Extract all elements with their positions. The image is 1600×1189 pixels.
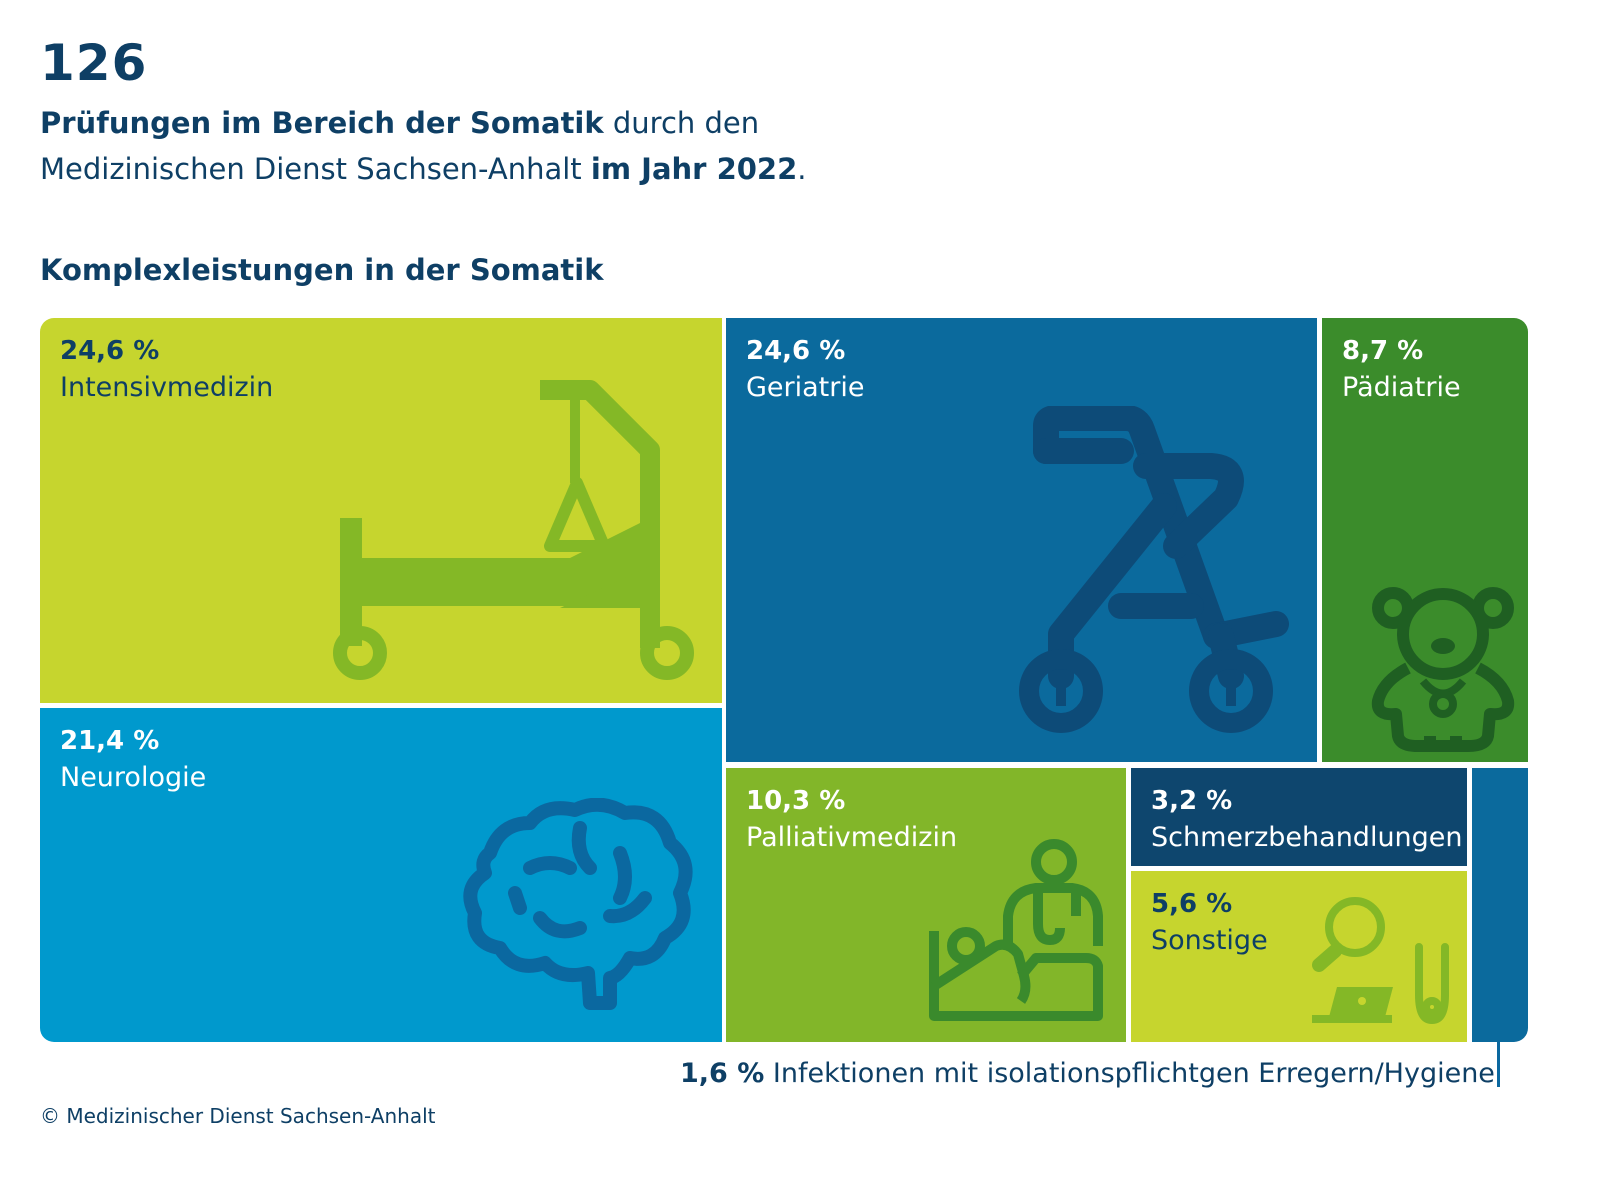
brain-icon: [460, 798, 700, 1028]
headline-part: durch den: [603, 106, 760, 140]
treemap-chart: 24,6 % Intensivmedizin 24,6 % Geriatri: [40, 318, 1528, 1042]
rollator-icon: [1016, 406, 1296, 746]
tile-neurologie: 21,4 % Neurologie: [40, 708, 722, 1042]
headline-year: im Jahr 2022: [590, 152, 798, 186]
callout-percentage: 1,6 %: [680, 1058, 765, 1089]
tile-label: Neurologie: [60, 762, 207, 793]
headline-number: 126: [40, 34, 148, 92]
tile-label: Sonstige: [1151, 925, 1268, 956]
callout-label: Infektionen mit isolationspflichtgen Err…: [772, 1058, 1495, 1089]
teddy-bear-icon: [1368, 586, 1518, 752]
tile-label: Schmerzbehandlungen: [1151, 822, 1463, 853]
tile-percentage: 5,6 %: [1151, 889, 1233, 919]
headline-text: Prüfungen im Bereich der Somatik durch d…: [40, 100, 1140, 192]
tile-label: Intensivmedizin: [60, 372, 274, 403]
chart-title: Komplexleistungen in der Somatik: [40, 253, 604, 287]
tile-infektionen: [1472, 768, 1528, 1042]
tile-percentage: 21,4 %: [60, 726, 160, 756]
magnifier-laptop-stethoscope-icon: [1307, 895, 1457, 1035]
tile-label: Pädiatrie: [1342, 372, 1461, 403]
tile-percentage: 3,2 %: [1151, 786, 1233, 816]
tile-label: Palliativmedizin: [746, 822, 958, 853]
doctor-patient-icon: [926, 836, 1116, 1026]
infektionen-callout: 1,6 % Infektionen mit isolationspflichtg…: [680, 1058, 1495, 1089]
headline-part: .: [797, 152, 807, 186]
tile-sonstige: 5,6 % Sonstige: [1131, 871, 1467, 1042]
copyright-notice: © Medizinischer Dienst Sachsen-Anhalt: [40, 1104, 436, 1128]
tile-paediatrie: 8,7 % Pädiatrie: [1322, 318, 1528, 762]
tile-geriatrie: 24,6 % Geriatrie: [726, 318, 1317, 762]
tile-percentage: 10,3 %: [746, 786, 846, 816]
tile-percentage: 8,7 %: [1342, 336, 1424, 366]
tile-percentage: 24,6 %: [60, 336, 160, 366]
tile-percentage: 24,6 %: [746, 336, 846, 366]
headline-bold-part: Prüfungen im Bereich der Somatik: [40, 106, 604, 140]
callout-leader-line: [1497, 1042, 1500, 1087]
tile-label: Geriatrie: [746, 372, 865, 403]
headline-part: Medizinischen Dienst Sachsen-Anhalt: [40, 152, 591, 186]
tile-intensivmedizin: 24,6 % Intensivmedizin: [40, 318, 722, 703]
tile-palliativmedizin: 10,3 % Palliativmedizin: [726, 768, 1126, 1042]
tile-schmerzbehandlungen: 3,2 % Schmerzbehandlungen: [1131, 768, 1467, 866]
hospital-bed-icon: [330, 378, 710, 688]
